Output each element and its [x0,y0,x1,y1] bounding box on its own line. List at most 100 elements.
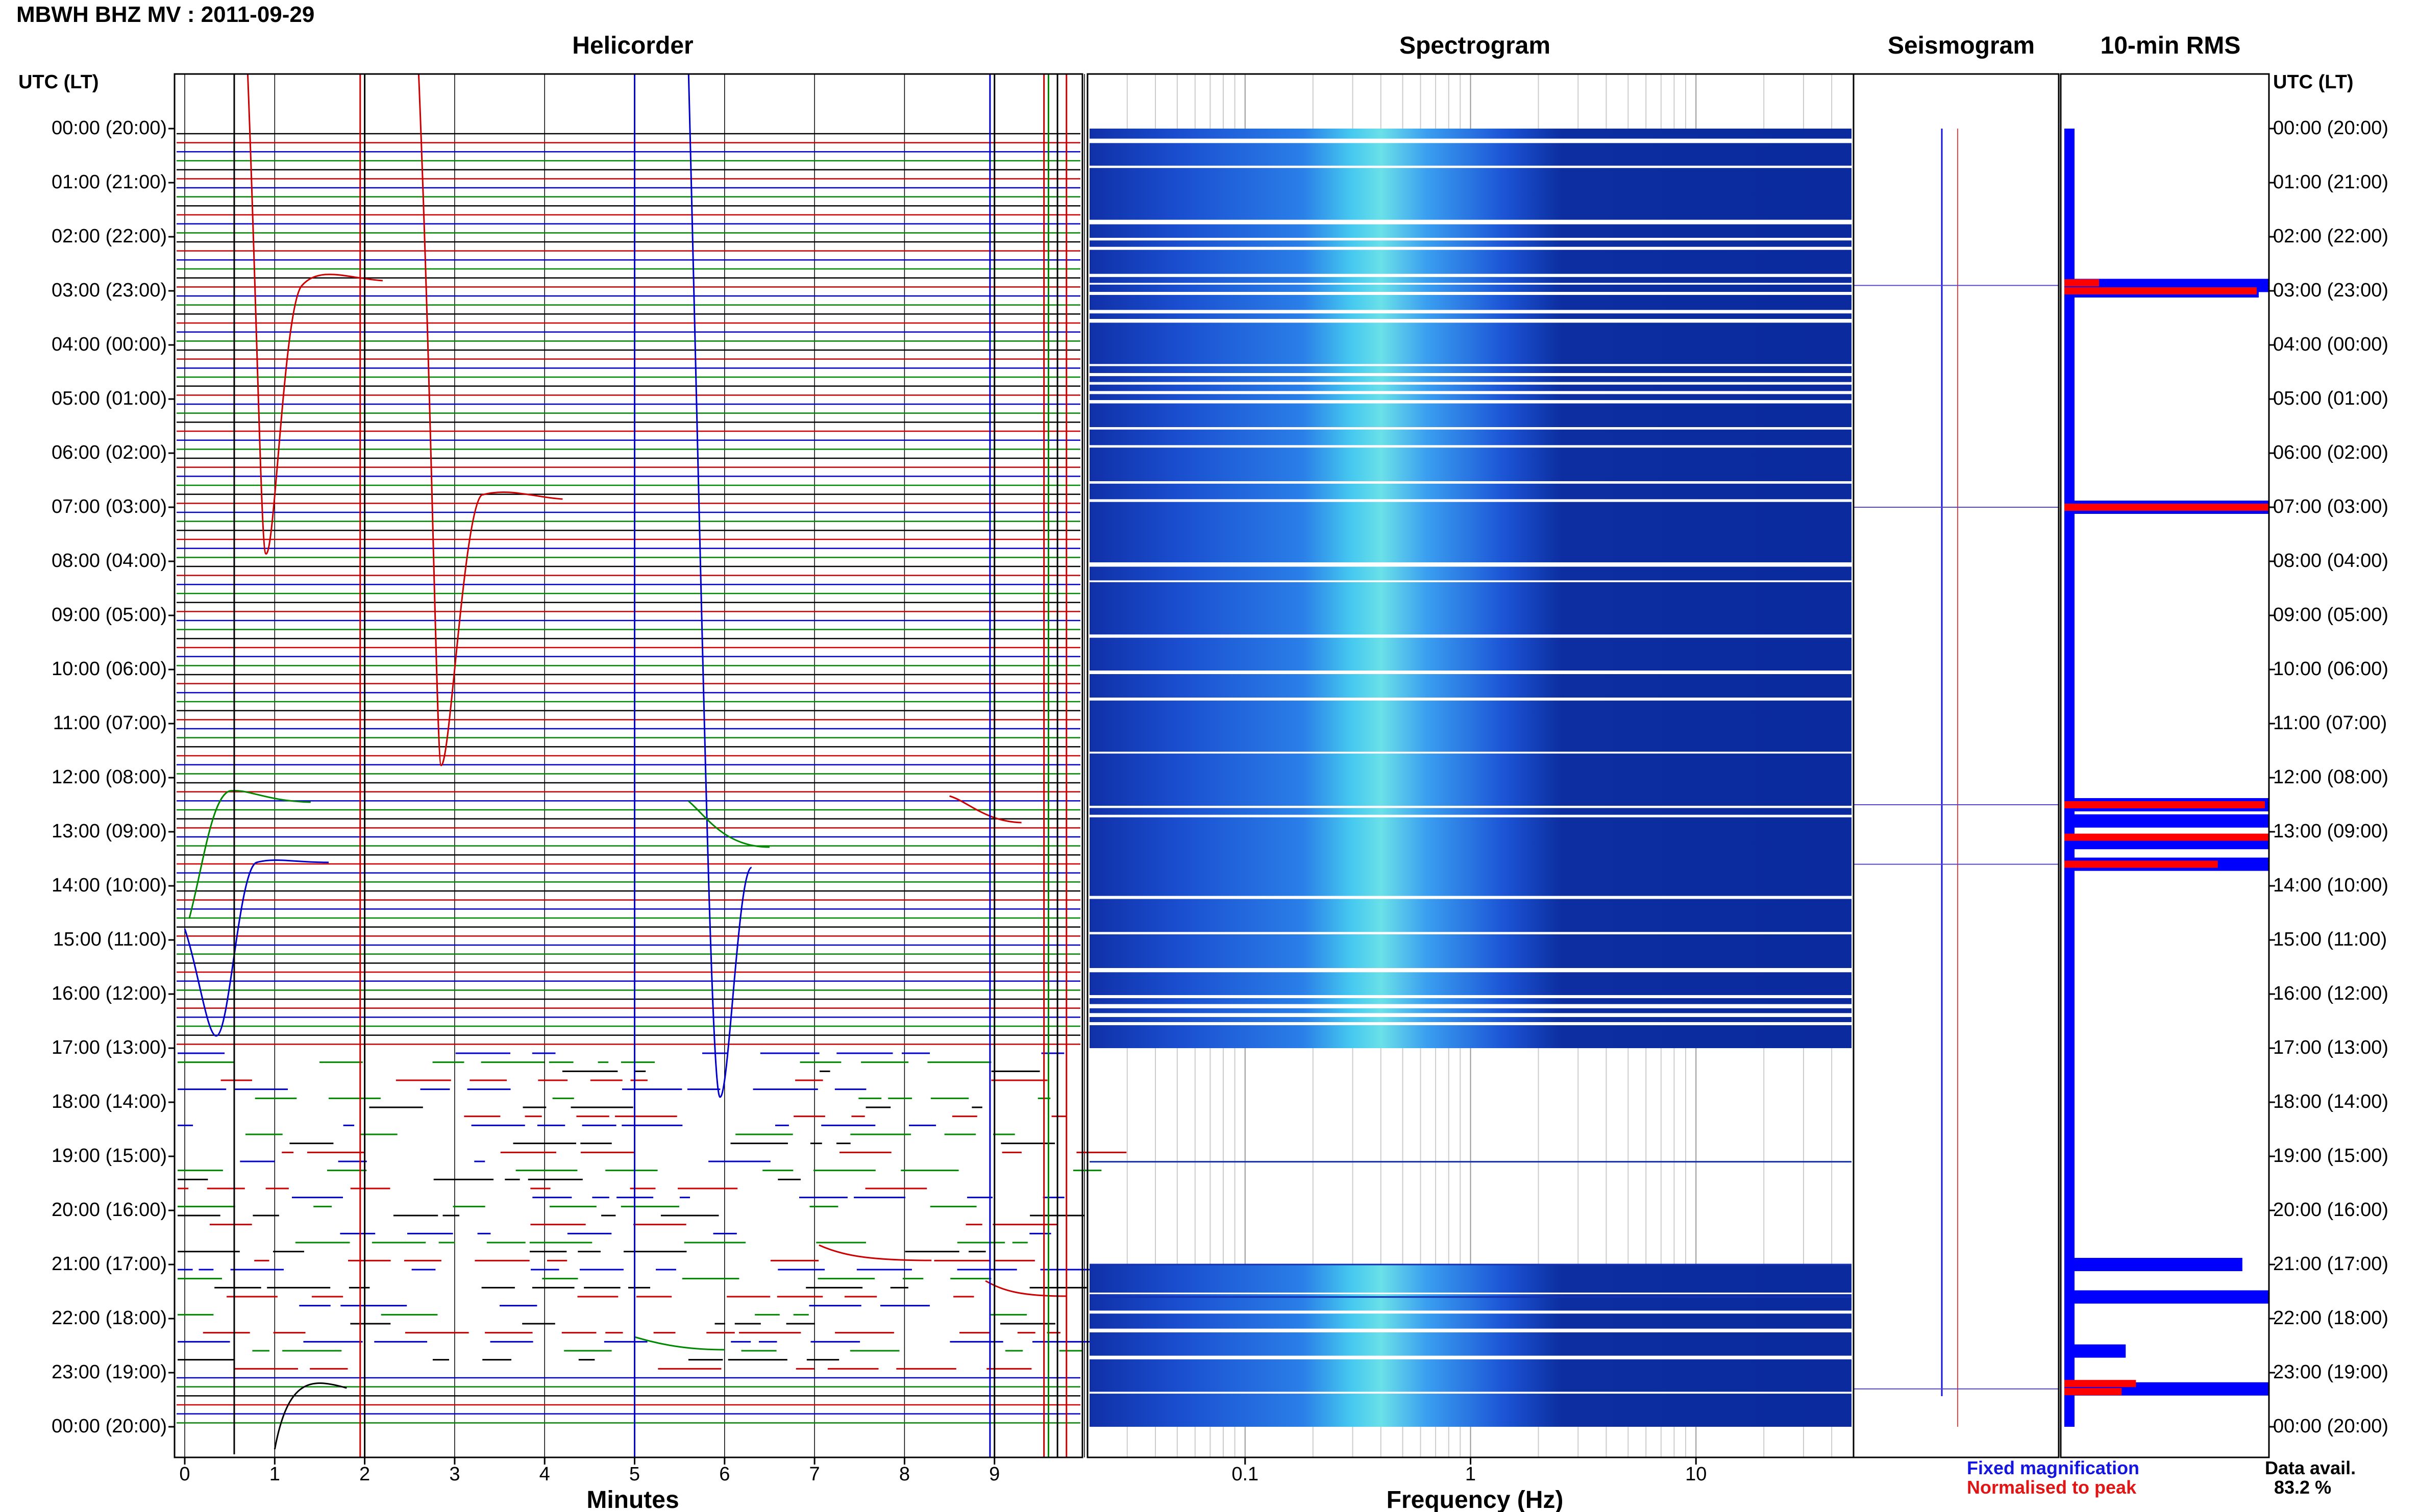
minute-tick-label: 5 [629,1464,640,1485]
hour-label-right: 10:00 (06:00) [2273,658,2389,680]
station-title: MBWH BHZ MV : 2011-09-29 [16,2,315,27]
hour-label-right: 05:00 (01:00) [2273,388,2389,409]
hour-label-right: 16:00 (12:00) [2273,983,2389,1004]
helicorder-title: Helicorder [572,32,694,59]
rms-normalised-bar [2064,287,2257,294]
spectrogram-gap [1090,283,1852,285]
rms-fixed-bar [2064,1344,2126,1358]
spectrogram-gap [1090,499,1852,502]
hour-label-left: 12:00 (08:00) [51,766,167,788]
spectrogram-gap [1090,165,1852,168]
spectrogram-gap [1090,671,1852,675]
event-waveform [246,73,383,555]
event-waveform [184,859,329,1037]
hour-label-right: 20:00 (16:00) [2273,1199,2389,1221]
spectrogram-gap [1090,1310,1852,1314]
spectrogram-block [1090,1265,1852,1427]
rms-normalised-bar [2064,1380,2136,1387]
hour-label-right: 11:00 (07:00) [2273,712,2387,734]
spectrogram-gap [1090,896,1852,899]
hour-label-right: 04:00 (00:00) [2273,334,2389,355]
event-waveform [819,1244,932,1261]
rms-fixed-bar [2064,1258,2242,1271]
hour-label-right: 00:00 (20:00) [2273,1416,2389,1437]
spectrogram-gap [1090,238,1852,241]
event-waveform [274,1382,347,1450]
spectrogram-gap [1090,1328,1852,1332]
seismogram-panel [1854,129,2059,1427]
data-availability-label: Data avail. [2265,1457,2356,1478]
spectrogram-gap [1090,445,1852,448]
hour-label-right: 01:00 (21:00) [2273,171,2389,193]
spectrogram-gap [1090,246,1852,250]
hour-label-left: 09:00 (05:00) [51,604,167,626]
rms-normalised-bar [2064,833,2269,841]
hour-label-right: 00:00 (20:00) [2273,117,2389,139]
spectrogram-gap [1090,319,1852,323]
helicorder-panel [177,73,1127,1457]
hour-label-left: 15:00 (11:00) [53,929,167,950]
spectrogram-gap [1090,580,1852,582]
minute-tick-label: 1 [269,1464,280,1485]
minute-tick-label: 6 [719,1464,730,1485]
panel-frames [168,73,2275,1465]
hour-label-left: 06:00 (02:00) [51,442,167,463]
hour-label-left: 07:00 (03:00) [51,496,167,517]
legend-fixed-magnification: Fixed magnification [1967,1457,2140,1478]
panel-frame [1853,73,2060,1458]
hour-label-right: 02:00 (22:00) [2273,226,2389,247]
spectrogram-gap [1090,752,1852,754]
hour-label-right: 23:00 (19:00) [2273,1361,2389,1383]
spectrogram-gap [1090,562,1852,567]
spectrogram-gap [1090,1392,1852,1394]
minute-tick-label: 8 [899,1464,910,1485]
rms-baseline [2064,129,2075,1427]
spectrogram-gap [1090,481,1852,484]
spectrogram-gap [1090,382,1852,385]
rms-fixed-bar [2064,814,2269,828]
data-availability-value: 83.2 % [2274,1477,2332,1498]
spectrogram-gap [1090,364,1852,366]
frequency-tick-label: 10 [1685,1464,1707,1485]
hour-label-left: 08:00 (04:00) [51,550,167,572]
spectrogram-panel [1090,74,1852,1457]
event-waveform [188,789,311,919]
spectrogram-gap [1090,391,1852,394]
legend-normalised-to-peak: Normalised to peak [1967,1477,2137,1498]
helicorder-x-label: Minutes [586,1486,679,1512]
minute-tick-label: 3 [449,1464,460,1485]
hour-label-left: 10:00 (06:00) [51,658,167,680]
event-waveform [687,73,752,1098]
hour-label-right: 03:00 (23:00) [2273,280,2389,301]
hour-label-right: 13:00 (09:00) [2273,821,2389,842]
event-waveform [688,800,770,848]
minute-tick-label: 0 [179,1464,190,1485]
hour-label-left: 00:00 (20:00) [51,1416,167,1437]
hour-label-right: 07:00 (03:00) [2273,496,2389,517]
right-axis-header: UTC (LT) [2273,71,2354,93]
spectrogram-gap [1090,400,1852,404]
minute-tick-label: 7 [809,1464,820,1485]
spectrogram-gap [1090,995,1852,999]
hour-label-right: 15:00 (11:00) [2273,929,2387,950]
hour-label-left: 02:00 (22:00) [51,226,167,247]
spectrogram-block [1090,129,1852,1048]
spectrogram-gap [1090,138,1852,143]
event-waveform [985,1280,1067,1297]
spectrogram-gap [1090,292,1852,295]
seismogram-title: Seismogram [1887,32,2035,59]
minute-tick-label: 4 [539,1464,550,1485]
hour-label-left: 11:00 (07:00) [53,712,167,734]
spectrogram-gap [1090,427,1852,430]
hour-label-left: 18:00 (14:00) [51,1091,167,1112]
hour-label-right: 21:00 (17:00) [2273,1253,2389,1275]
hour-label-left: 03:00 (23:00) [51,280,167,301]
hour-label-left: 19:00 (15:00) [51,1145,167,1167]
rms-normalised-bar [2064,801,2265,808]
frequency-tick-label: 0.1 [1231,1464,1259,1485]
spectrogram-gap [1090,1293,1852,1295]
spectrogram-gap [1090,932,1852,935]
minute-tick-label: 2 [359,1464,371,1485]
spectrogram-x-label: Frequency (Hz) [1386,1486,1564,1512]
